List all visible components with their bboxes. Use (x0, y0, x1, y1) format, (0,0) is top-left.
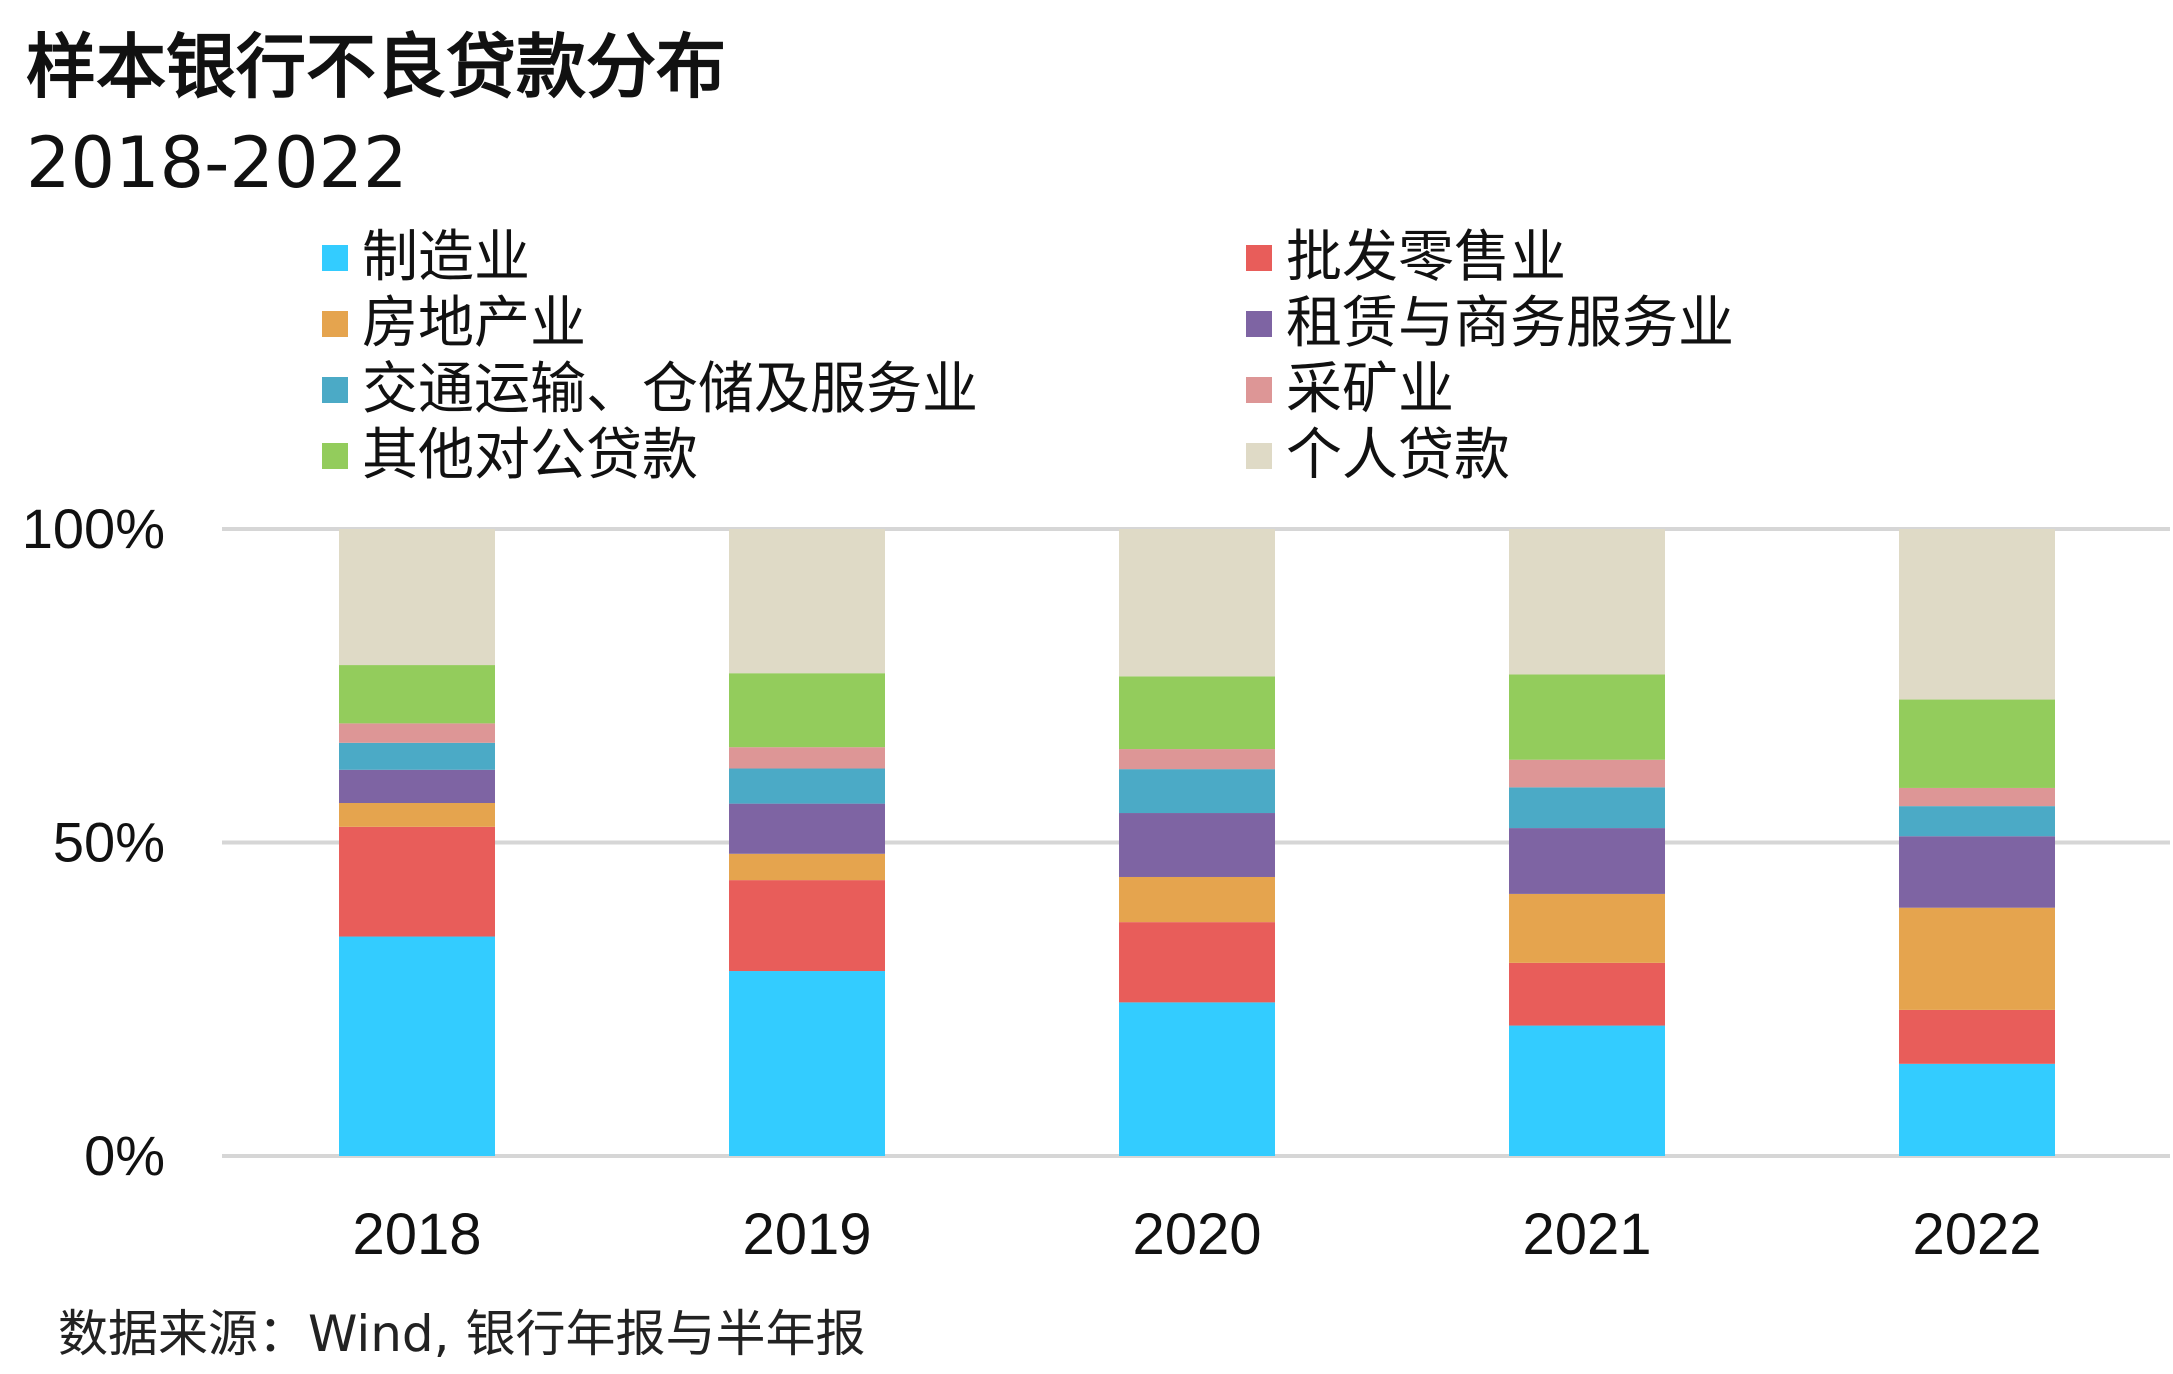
bar-segment (339, 936, 495, 1156)
legend-item-manufacturing: 制造业 (322, 225, 530, 291)
bar-segment (1899, 836, 2055, 908)
source-note: 数据来源：Wind, 银行年报与半年报 (58, 1305, 866, 1363)
y-tick-label: 100% (22, 497, 165, 560)
legend-label: 制造业 (362, 225, 530, 290)
chart-subtitle: 2018-2022 (26, 122, 408, 204)
bar-segment (339, 802, 495, 827)
bar-segment (1119, 1002, 1275, 1156)
bar-segment (729, 673, 885, 748)
bar-segment (1119, 922, 1275, 1003)
legend-swatch (1246, 443, 1272, 469)
legend-swatch (322, 377, 348, 403)
bar-segment (729, 803, 885, 854)
chart-legend: 制造业 批发零售业 房地产业 租赁与商务服务业 交通运输、仓储及服务业 采矿业 … (322, 225, 1822, 490)
bar-segment (1119, 769, 1275, 814)
legend-label: 交通运输、仓储及服务业 (362, 357, 978, 422)
bar-segment (1899, 1063, 2055, 1156)
legend-label: 其他对公贷款 (362, 423, 698, 488)
legend-swatch (1246, 245, 1272, 271)
bar-segment (1509, 787, 1665, 829)
bar-segment (1899, 699, 2055, 788)
bar-segment (1119, 749, 1275, 770)
x-tick-label: 2018 (352, 1202, 481, 1267)
x-tick-label: 2022 (1912, 1202, 2041, 1267)
bar-segment (729, 853, 885, 881)
legend-label: 房地产业 (362, 291, 586, 356)
y-tick-label: 0% (84, 1124, 165, 1187)
bar-segment (339, 665, 495, 724)
legend-item-wholesale-retail: 批发零售业 (1246, 225, 1566, 291)
x-tick-label: 2019 (742, 1202, 871, 1267)
legend-label: 个人贷款 (1286, 423, 1510, 488)
bar-segment (729, 880, 885, 972)
legend-label: 采矿业 (1286, 357, 1454, 422)
bar-segment (1119, 676, 1275, 750)
y-tick-label: 50% (53, 811, 165, 874)
bar-segment (1509, 962, 1665, 1026)
chart-title: 样本银行不良贷款分布 (26, 26, 726, 108)
bar-segment (1899, 787, 2055, 807)
bar-segment (729, 747, 885, 769)
legend-swatch (1246, 377, 1272, 403)
bar-segment (1899, 907, 2055, 1010)
bar-segment (339, 723, 495, 743)
legend-swatch (322, 245, 348, 271)
bar-segment (1509, 828, 1665, 894)
bar-segment (1119, 813, 1275, 877)
bar-segment (1119, 529, 1275, 677)
bar-segment (729, 971, 885, 1156)
legend-item-transport-storage: 交通运输、仓储及服务业 (322, 357, 978, 423)
bar-segment (1899, 529, 2055, 700)
bar-segment (1899, 1009, 2055, 1064)
bar-segment (339, 529, 495, 666)
bar-segment (339, 742, 495, 770)
x-tick-label: 2020 (1132, 1202, 1261, 1267)
bar-segment (1509, 674, 1665, 760)
legend-swatch (1246, 311, 1272, 337)
legend-item-other-corporate: 其他对公贷款 (322, 423, 698, 489)
legend-item-leasing-business: 租赁与商务服务业 (1246, 291, 1734, 357)
bar-segment (1509, 759, 1665, 788)
bar-segment (1509, 529, 1665, 675)
bar-segment (1119, 876, 1275, 923)
x-tick-label: 2021 (1522, 1202, 1651, 1267)
bar-segment (1509, 1025, 1665, 1156)
legend-swatch (322, 311, 348, 337)
legend-label: 租赁与商务服务业 (1286, 291, 1734, 356)
bar-segment (339, 826, 495, 937)
legend-item-mining: 采矿业 (1246, 357, 1454, 423)
legend-item-personal-loans: 个人贷款 (1246, 423, 1510, 489)
bar-segment (729, 529, 885, 674)
bar-segment (729, 768, 885, 804)
bar-segment (1509, 893, 1665, 963)
bar-segment (339, 769, 495, 803)
legend-label: 批发零售业 (1286, 225, 1566, 290)
legend-swatch (322, 443, 348, 469)
legend-item-real-estate: 房地产业 (322, 291, 586, 357)
bar-segment (1899, 806, 2055, 837)
